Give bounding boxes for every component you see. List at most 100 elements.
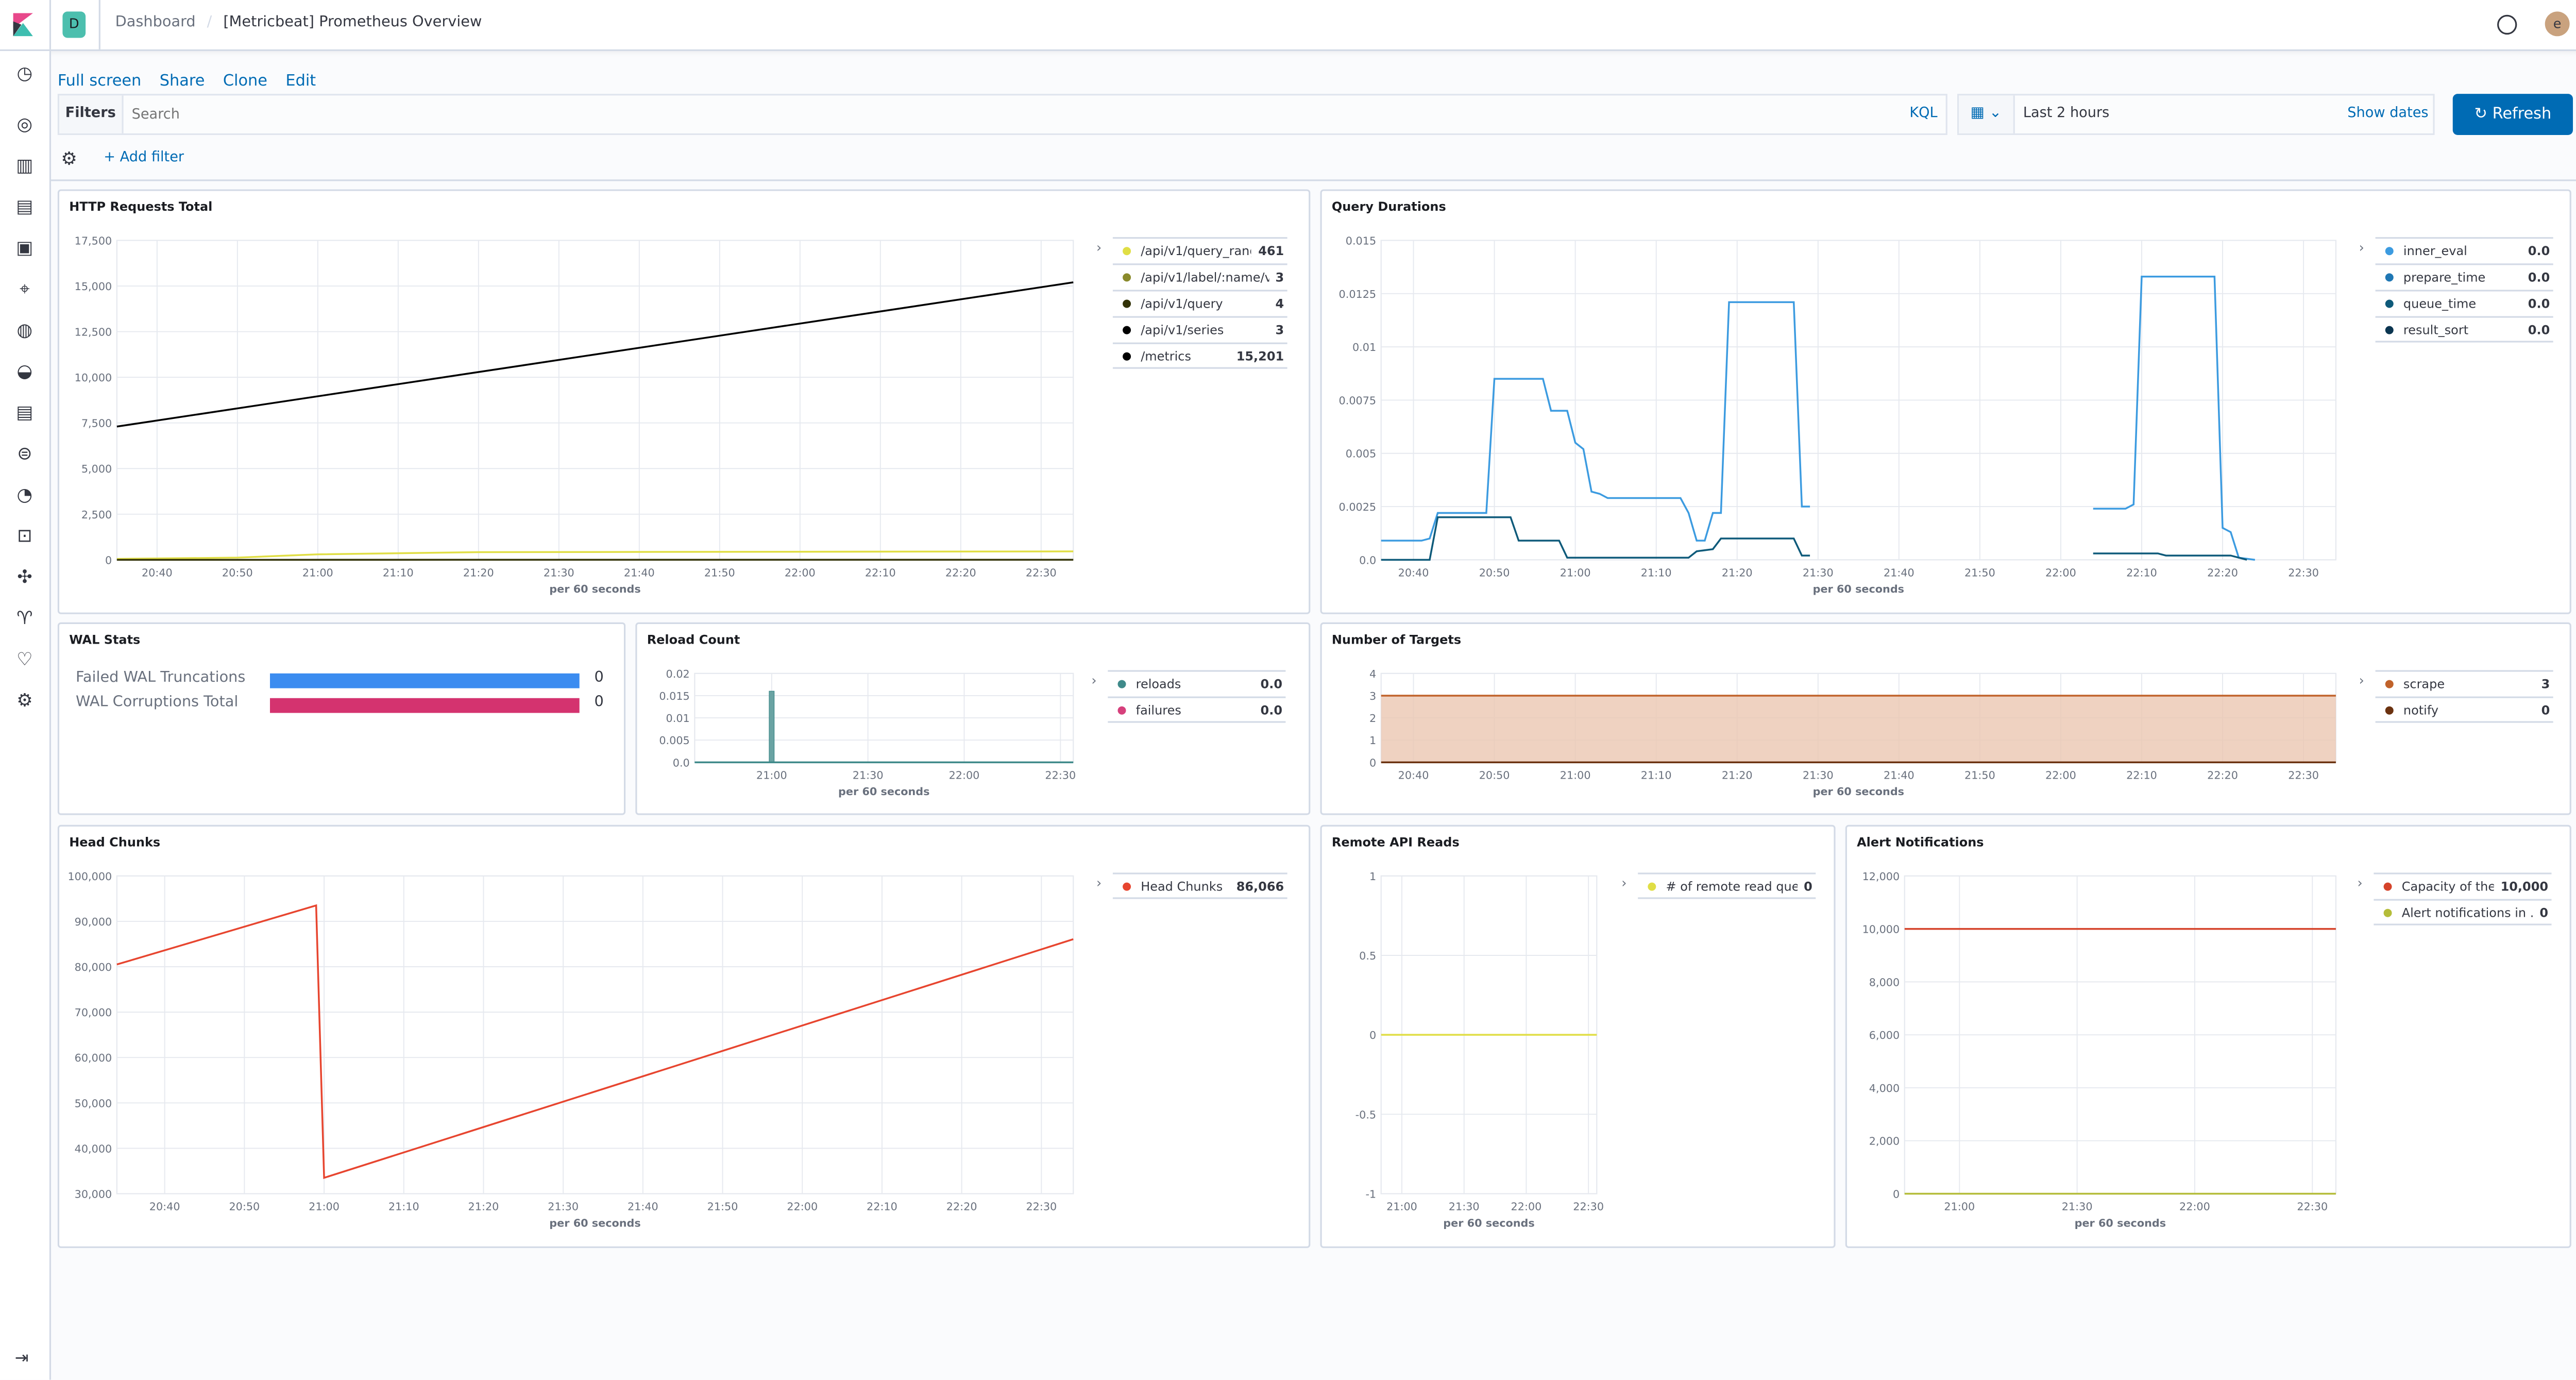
x-tick-label: 21:30 xyxy=(853,769,884,781)
time-range[interactable]: Last 2 hours xyxy=(2023,105,2109,122)
x-axis-label: per 60 seconds xyxy=(1443,1217,1534,1229)
visualize-icon[interactable]: ▥ xyxy=(13,155,37,178)
avatar[interactable]: e xyxy=(2545,11,2570,36)
y-tick-label: 70,000 xyxy=(75,1006,112,1019)
y-tick-label: 0.0 xyxy=(1359,554,1376,566)
series-line[interactable] xyxy=(1381,302,1810,541)
dev-tools-icon[interactable]: ✣ xyxy=(13,566,37,590)
wal-bar xyxy=(270,674,580,688)
x-tick-label: 22:00 xyxy=(787,1200,818,1213)
x-tick-label: 21:30 xyxy=(1803,566,1834,579)
series-line[interactable] xyxy=(2093,553,2247,560)
apm-icon[interactable]: ⊜ xyxy=(13,443,37,466)
calendar-icon[interactable]: ▦ ⌄ xyxy=(1959,95,2015,133)
logs-icon[interactable]: ▤ xyxy=(13,402,37,425)
space-badge[interactable]: D xyxy=(62,11,86,38)
kql-toggle[interactable]: KQL xyxy=(1909,105,1937,122)
filter-settings-icon[interactable]: ⚙ xyxy=(61,148,77,170)
x-tick-label: 21:00 xyxy=(1386,1200,1417,1213)
edit-link[interactable]: Edit xyxy=(285,73,316,91)
x-axis-label: per 60 seconds xyxy=(1813,785,1904,798)
x-tick-label: 22:00 xyxy=(2045,566,2076,579)
management-icon[interactable]: ⚙ xyxy=(13,690,37,713)
dashboard-icon[interactable]: ▤ xyxy=(13,196,37,219)
x-tick-label: 20:50 xyxy=(1479,566,1510,579)
collapse-nav-icon[interactable]: ⇥ xyxy=(15,1350,29,1368)
x-axis-label: per 60 seconds xyxy=(2075,1217,2166,1229)
bar[interactable] xyxy=(769,691,774,762)
maps-icon[interactable]: ⌖ xyxy=(13,278,37,301)
y-tick-label: 0.0 xyxy=(673,756,690,769)
series-line[interactable] xyxy=(1381,517,1810,560)
y-tick-label: 0.015 xyxy=(1346,234,1376,247)
y-tick-label: 0.005 xyxy=(659,734,689,747)
x-tick-label: 22:20 xyxy=(945,566,976,579)
x-tick-label: 21:00 xyxy=(1560,566,1591,579)
y-tick-label: 10,000 xyxy=(1862,923,1900,936)
ml-icon[interactable]: ◍ xyxy=(13,319,37,343)
series-line[interactable] xyxy=(2093,277,2255,560)
kibana-logo-icon[interactable] xyxy=(13,13,33,37)
refresh-icon: ↻ xyxy=(2474,105,2487,123)
x-tick-label: 21:20 xyxy=(1722,769,1753,781)
series-line[interactable] xyxy=(117,282,1073,427)
breadcrumb-dashboard[interactable]: Dashboard xyxy=(115,15,196,31)
x-tick-label: 21:30 xyxy=(1449,1200,1480,1213)
discover-icon[interactable]: ◎ xyxy=(13,113,37,137)
x-tick-label: 21:40 xyxy=(628,1200,658,1213)
heartbeat-icon[interactable]: ♡ xyxy=(13,649,37,672)
help-icon[interactable] xyxy=(2497,15,2517,35)
share-link[interactable]: Share xyxy=(160,73,205,91)
x-tick-label: 22:00 xyxy=(2045,769,2076,781)
y-tick-label: 60,000 xyxy=(75,1052,112,1064)
x-axis-label: per 60 seconds xyxy=(549,583,640,595)
query-bar: Filters KQL xyxy=(58,94,1947,135)
search-input[interactable] xyxy=(128,100,1896,130)
clone-link[interactable]: Clone xyxy=(223,73,267,91)
y-tick-label: 6,000 xyxy=(1869,1029,1900,1041)
x-axis-label: per 60 seconds xyxy=(838,785,929,798)
x-tick-label: 22:20 xyxy=(946,1200,977,1213)
x-tick-label: 21:40 xyxy=(1884,566,1914,579)
x-tick-label: 20:50 xyxy=(1479,769,1510,781)
full-screen-link[interactable]: Full screen xyxy=(58,73,142,91)
y-tick-label: 0.02 xyxy=(666,668,690,680)
clock-icon[interactable]: ◷ xyxy=(13,62,37,86)
x-tick-label: 22:00 xyxy=(2179,1200,2210,1213)
x-tick-label: 22:20 xyxy=(2207,566,2238,579)
infrastructure-icon[interactable]: ◒ xyxy=(13,361,37,384)
y-tick-label: 2,000 xyxy=(1869,1135,1900,1148)
y-tick-label: 30,000 xyxy=(75,1188,112,1200)
x-tick-label: 21:10 xyxy=(1641,769,1672,781)
series-line[interactable] xyxy=(117,551,1073,559)
y-tick-label: 1 xyxy=(1369,734,1376,747)
series-line[interactable] xyxy=(117,905,1073,1178)
canvas-icon[interactable]: ▣ xyxy=(13,237,37,260)
siem-icon[interactable]: ⊡ xyxy=(13,525,37,548)
series-area xyxy=(1381,696,2336,762)
x-tick-label: 21:20 xyxy=(468,1200,499,1213)
x-tick-label: 20:40 xyxy=(149,1200,180,1213)
stack-monitoring-icon[interactable]: ♈ xyxy=(13,608,37,631)
uptime-icon[interactable]: ◔ xyxy=(13,484,37,507)
y-tick-label: 0.0025 xyxy=(1339,501,1377,513)
wal-value: 0 xyxy=(594,695,603,711)
y-tick-label: 12,000 xyxy=(1862,870,1900,883)
y-tick-label: 0.005 xyxy=(1346,448,1376,460)
refresh-button[interactable]: ↻ Refresh xyxy=(2453,94,2573,135)
add-filter-link[interactable]: + Add filter xyxy=(104,150,184,166)
panel-alert: Alert Notifications›Capacity of the...10… xyxy=(1845,825,2571,1248)
top-header: D Dashboard / [Metricbeat] Prometheus Ov… xyxy=(0,0,2576,51)
x-tick-label: 21:30 xyxy=(1803,769,1834,781)
x-tick-label: 21:50 xyxy=(1964,769,1995,781)
y-tick-label: 10,000 xyxy=(75,372,112,384)
show-dates-link[interactable]: Show dates xyxy=(2347,105,2428,122)
x-tick-label: 22:00 xyxy=(785,566,816,579)
